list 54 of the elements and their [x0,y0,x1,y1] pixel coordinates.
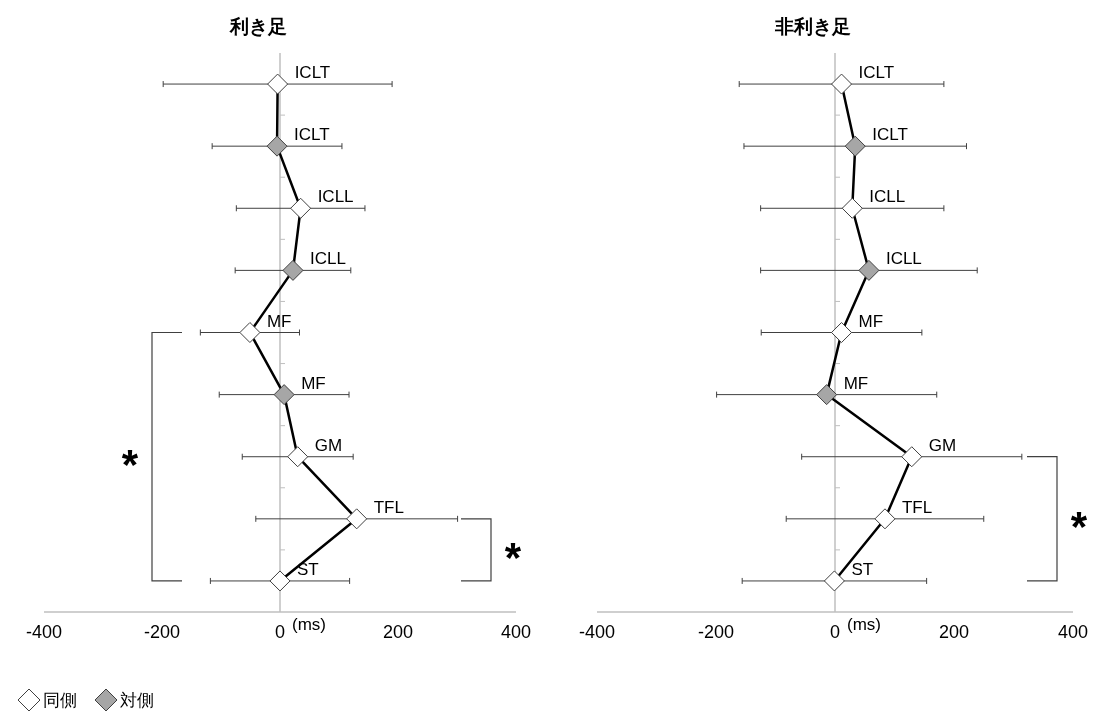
point [282,259,304,281]
x-tick-label: 400 [1057,622,1089,642]
y-tick-label: MF [858,311,884,331]
x-tick-label: -400 [25,622,63,642]
y-tick-label: GM [314,435,343,455]
legend-label: 同側 [43,691,77,710]
x-axis-title: (ms) [292,615,326,634]
y-tick-label: MF [266,311,292,331]
point [287,446,309,468]
point [267,73,289,95]
point [841,197,863,219]
y-tick-label: GM [928,435,957,455]
x-tick-label: 0 [274,622,286,642]
point [239,322,261,343]
chart-title: 非利き足 [774,16,851,37]
y-tick-label: ICLL [885,249,922,269]
y-tick-label: ICLT [294,125,330,145]
x-tick-label: -200 [143,622,181,642]
annotation: * [121,440,139,488]
point [858,259,880,281]
point [816,384,838,406]
x-tick-label: -400 [578,622,616,642]
point [290,197,312,219]
y-tick-label: ICLL [869,187,906,207]
point [901,446,923,468]
legend-label: 対側 [120,691,154,710]
y-tick-label: MF [301,373,326,393]
chart-title: 利き足 [228,16,287,37]
x-tick-label: 200 [938,622,970,642]
point [823,570,845,592]
point [269,570,291,592]
point [831,73,853,95]
annotation: * [1070,502,1088,550]
y-tick-label: ICLT [294,63,331,83]
point [273,384,295,406]
x-tick-label: 0 [829,622,841,642]
annotation: * [504,533,522,581]
point [844,135,866,157]
x-tick-label: -200 [697,622,735,642]
y-tick-label: TFL [373,497,404,517]
x-tick-label: 400 [500,622,532,642]
point [831,322,853,343]
y-tick-label: ST [851,559,874,579]
y-tick-label: ICLL [317,187,354,207]
y-tick-label: TFL [901,497,933,517]
point [346,508,368,530]
x-axis-title: (ms) [847,615,881,634]
point [874,508,896,530]
point [266,135,288,157]
y-tick-label: ICLT [872,125,908,145]
x-tick-label: 200 [382,622,414,642]
y-tick-label: ICLT [858,63,895,83]
y-tick-label: MF [843,373,869,393]
y-tick-label: ICLL [309,249,346,269]
